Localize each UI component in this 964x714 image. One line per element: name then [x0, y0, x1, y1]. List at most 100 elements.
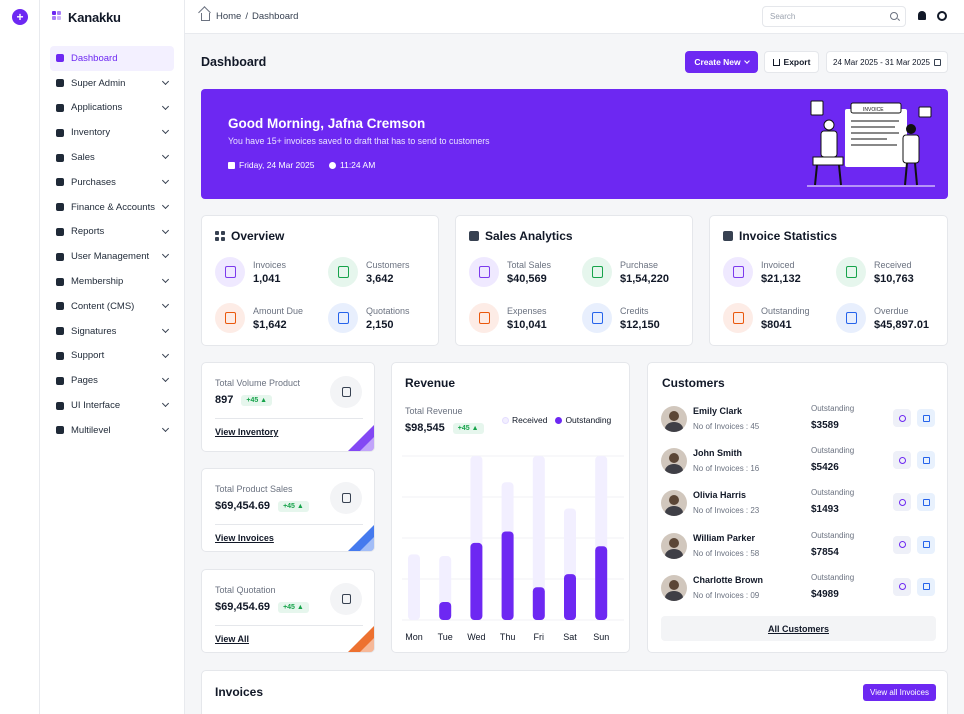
stat-icon: [723, 303, 753, 333]
chevron-down-icon: [161, 251, 170, 259]
sidebar-item[interactable]: Applications: [50, 96, 174, 121]
customer-row[interactable]: William Parker No of Invoices : 58 Outstan…: [661, 531, 937, 561]
stat-value: $1,642: [253, 318, 287, 331]
stat-text: Customers 3,642: [366, 260, 410, 285]
customer-name[interactable]: Emily Clark: [693, 406, 743, 416]
sales-analytics-title-text: Sales Analytics: [485, 229, 573, 243]
sidebar-item[interactable]: Pages: [50, 368, 174, 393]
create-new-button[interactable]: Create New: [685, 51, 758, 73]
summary-label: Total Volume Product: [215, 378, 301, 388]
bar-outstanding[interactable]: [595, 546, 608, 620]
sun-icon[interactable]: [937, 11, 947, 21]
view-icon[interactable]: [893, 577, 911, 596]
customer-row[interactable]: Emily Clark No of Invoices : 45 Outstandin…: [661, 404, 937, 434]
sidebar-item[interactable]: Purchases: [50, 170, 174, 195]
logo-icon: [52, 11, 64, 23]
export-icon: [772, 58, 780, 66]
stat-value: $12,150: [620, 318, 660, 331]
view-icon[interactable]: [893, 409, 911, 427]
stat-text: Expenses $10,041: [507, 306, 547, 331]
document-icon[interactable]: [917, 493, 935, 512]
stat-text: Purchase $1,54,220: [620, 260, 669, 285]
stat-icon: [328, 303, 358, 333]
sidebar-item[interactable]: Content (CMS): [50, 294, 174, 319]
bar-outstanding[interactable]: [532, 587, 545, 620]
customer-name[interactable]: Charlotte Brown: [693, 574, 764, 585]
home-icon[interactable]: [201, 12, 210, 21]
bar-outstanding[interactable]: [439, 601, 452, 620]
document-icon[interactable]: [917, 409, 935, 427]
sidebar-item[interactable]: Membership: [50, 269, 174, 294]
search-icon[interactable]: [890, 12, 898, 20]
brand-logo[interactable]: Kanakku: [52, 8, 121, 26]
customer-row[interactable]: John Smith No of Invoices : 16 Outstanding…: [661, 446, 937, 476]
bar-outstanding[interactable]: [501, 531, 514, 620]
greeting-subtitle: You have 15+ invoices saved to draft tha…: [228, 136, 490, 146]
corner-decoration: [348, 626, 374, 652]
document-icon: [330, 482, 362, 514]
view-icon[interactable]: [893, 493, 911, 512]
stat-item: Amount Due $1,642: [215, 303, 303, 333]
summary-link[interactable]: View All: [215, 634, 250, 644]
add-icon[interactable]: +: [12, 9, 28, 25]
invoice-statistics-card: Invoice Statistics Invoiced $21,132 Receiv…: [709, 215, 948, 346]
sidebar-item[interactable]: User Management: [50, 244, 174, 269]
chevron-down-icon: [161, 276, 170, 284]
sidebar-item-label: Reports: [71, 226, 105, 238]
overview-card: Overview Invoices 1,041 Customers 3,642 Amou…: [201, 215, 439, 346]
document-icon[interactable]: [917, 535, 935, 554]
chevron-down-icon: [161, 201, 170, 209]
sidebar-item-label: Support: [71, 350, 105, 362]
stat-item: Invoiced $21,132: [723, 257, 801, 287]
date-range-value: 24 Mar 2025 - 31 Mar 2025: [833, 57, 930, 67]
stat-text: Invoices 1,041: [253, 260, 286, 285]
customer-row[interactable]: Charlotte Brown No of Invoices : 09 Outsta…: [661, 573, 937, 603]
invoice-illustration: INVOICE: [807, 100, 935, 187]
sidebar-item-label: Pages: [71, 375, 98, 387]
customer-name[interactable]: John Smith: [693, 448, 742, 459]
customer-row[interactable]: Olivia Harris No of Invoices : 23 Outstand…: [661, 488, 937, 518]
legend-outstanding: Outstanding: [555, 415, 611, 425]
sidebar-item[interactable]: Sales: [50, 145, 174, 170]
sidebar-item[interactable]: Reports: [50, 220, 174, 245]
stat-label: Outstanding: [761, 305, 810, 316]
revenue-title: Revenue: [405, 376, 456, 390]
export-button[interactable]: Export: [764, 51, 819, 73]
sidebar-item[interactable]: Inventory: [50, 120, 174, 145]
sidebar-item[interactable]: Dashboard: [50, 46, 174, 71]
sidebar-item[interactable]: Super Admin: [50, 71, 174, 96]
stat-value: $10,041: [507, 318, 547, 331]
view-icon[interactable]: [893, 535, 911, 554]
bar-received[interactable]: [532, 456, 545, 620]
bar-outstanding[interactable]: [470, 542, 483, 620]
left-rail: +: [0, 0, 40, 714]
sidebar-item[interactable]: Finance & Accounts: [50, 195, 174, 220]
customer-name[interactable]: Olivia Harris: [693, 490, 747, 501]
avatar: [661, 574, 687, 601]
trend-badge: +45 ▲: [278, 601, 309, 613]
bar-outstanding[interactable]: [564, 574, 576, 620]
view-icon[interactable]: [893, 451, 911, 470]
sidebar-item[interactable]: UI Interface: [50, 393, 174, 418]
sidebar-item[interactable]: Signatures: [50, 319, 174, 344]
user-icon: [56, 252, 64, 261]
date-range-picker[interactable]: 24 Mar 2025 - 31 Mar 2025: [826, 51, 948, 73]
search-input[interactable]: [762, 6, 906, 27]
bell-icon[interactable]: [918, 11, 926, 20]
document-icon[interactable]: [917, 577, 935, 596]
view-all-invoices-button[interactable]: View all Invoices: [863, 684, 936, 701]
summary-link[interactable]: View Inventory: [215, 427, 279, 437]
customer-invoice-count: No of Invoices : 23: [693, 506, 760, 516]
sidebar-item[interactable]: Support: [50, 344, 174, 369]
sidebar-item[interactable]: Multilevel: [50, 418, 174, 443]
stat-item: Purchase $1,54,220: [582, 257, 669, 287]
sidebar-nav: Dashboard Super Admin Applications Inventor…: [50, 46, 174, 443]
all-customers-button[interactable]: All Customers: [661, 616, 936, 641]
bar-received[interactable]: [408, 554, 420, 620]
breadcrumb-home[interactable]: Home: [216, 11, 242, 22]
summary-link[interactable]: View Invoices: [215, 533, 274, 543]
customer-name[interactable]: William Parker: [693, 532, 755, 543]
document-icon[interactable]: [917, 451, 935, 470]
stat-label: Customers: [366, 259, 410, 270]
stat-icon: [836, 257, 866, 287]
